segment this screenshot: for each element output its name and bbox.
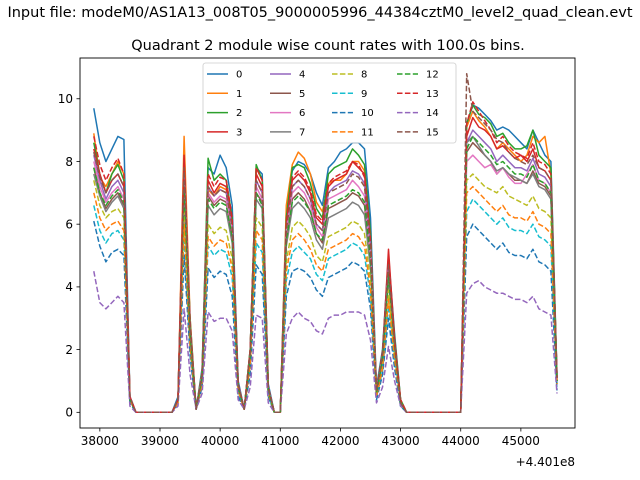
chart-suptitle: Input file: modeM0/AS1A13_008T05_9000005…: [7, 5, 632, 21]
y-tick-label: 10: [58, 92, 73, 106]
legend-label: 2: [236, 108, 242, 119]
series-line-14: [93, 271, 558, 414]
series-line-7: [93, 135, 558, 414]
x-tick-label: 40000: [201, 434, 239, 448]
legend-label: 5: [299, 89, 305, 100]
series-line-15: [93, 72, 558, 414]
x-tick-label: 42000: [321, 434, 359, 448]
legend-label: 6: [299, 108, 305, 119]
x-tick-label: 43000: [381, 434, 419, 448]
legend-label: 4: [299, 70, 305, 81]
series-line-3: [93, 116, 558, 414]
y-tick-label: 4: [65, 280, 73, 294]
y-tick-label: 6: [65, 217, 73, 231]
legend-label: 3: [236, 127, 242, 138]
x-tick-label: 38000: [81, 434, 119, 448]
legend-label: 15: [426, 127, 439, 138]
y-tick-label: 8: [65, 155, 73, 169]
legend-label: 12: [426, 70, 439, 81]
series-line-13: [93, 101, 558, 414]
series-line-12: [93, 135, 558, 414]
y-axis: 0 2 4 6 8 10: [58, 92, 80, 420]
y-tick-label: 0: [65, 406, 73, 420]
x-tick-label: 45000: [502, 434, 540, 448]
legend-label: 9: [361, 89, 367, 100]
series-layer: [93, 72, 558, 414]
legend-label: 1: [236, 89, 242, 100]
legend-label: 14: [426, 108, 439, 119]
x-axis: 38000 39000 40000 41000 42000 43000 44000 45000: [81, 428, 540, 448]
legend-label: 8: [361, 70, 367, 81]
plot-frame: [79, 57, 576, 429]
legend-label: 7: [299, 127, 305, 138]
legend-label: 11: [361, 127, 374, 138]
y-tick-label: 2: [65, 343, 73, 357]
x-tick-label: 44000: [442, 434, 480, 448]
x-tick-label: 39000: [141, 434, 179, 448]
x-offset-label: +4.401e8: [516, 455, 575, 469]
x-tick-label: 41000: [261, 434, 299, 448]
legend-label: 0: [236, 70, 242, 81]
legend-label: 10: [361, 108, 374, 119]
chart-title: Quadrant 2 module wise count rates with …: [131, 38, 525, 54]
legend-box: [202, 62, 457, 144]
legend-label: 13: [426, 89, 439, 100]
